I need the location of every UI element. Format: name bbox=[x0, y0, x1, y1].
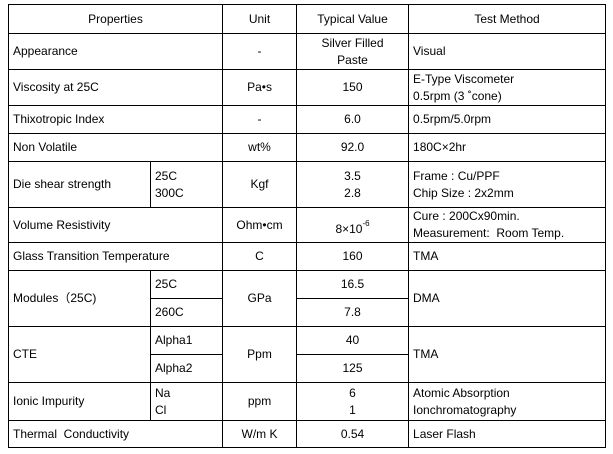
line: Ionchromatography bbox=[413, 402, 517, 417]
line: 3.5 bbox=[344, 168, 361, 183]
row: CTE Alpha1 Ppm 40 TMA bbox=[8, 326, 607, 383]
unit: Ppm bbox=[222, 326, 298, 383]
method: Laser Flash bbox=[408, 420, 607, 448]
row: Volume Resistivity Ohm•cm 8×10-6 Cure : … bbox=[7, 207, 607, 243]
line: Chip Size : 2x2mm bbox=[413, 185, 514, 200]
header-cell: Unit bbox=[222, 4, 298, 34]
property: Viscosity at 25C bbox=[7, 69, 224, 106]
row: Non Volatile wt% 92.0 180C×2hr bbox=[7, 133, 607, 162]
line: Measurement: Room Temp. bbox=[413, 226, 565, 240]
unit: ppm bbox=[222, 382, 298, 421]
unit: - bbox=[222, 105, 298, 134]
condition: Alpha2 bbox=[149, 354, 224, 383]
unit: wt% bbox=[222, 133, 298, 162]
property: Modules（25C) bbox=[8, 270, 151, 327]
unit: Kgf bbox=[222, 161, 298, 208]
condition: 25C bbox=[149, 270, 224, 299]
conditions: 25C 300C bbox=[149, 161, 224, 208]
line: Na bbox=[155, 385, 171, 400]
row: Appearance - Silver Filled Paste Visual bbox=[7, 33, 607, 70]
value: 40 bbox=[296, 326, 410, 355]
method: TMA bbox=[408, 242, 607, 271]
unit: GPa bbox=[222, 270, 298, 327]
method: Cure : 200Cx90min. Measurement: Room Temp… bbox=[408, 207, 607, 243]
line: 1 bbox=[349, 402, 356, 417]
property: CTE bbox=[8, 326, 151, 383]
method: Atomic Absorption Ionchromatography bbox=[408, 382, 607, 421]
line: Cl bbox=[155, 402, 167, 417]
exponent: -6 bbox=[362, 218, 370, 228]
header-cell: Test Method bbox=[408, 4, 607, 34]
line: E-Type Viscometer bbox=[413, 71, 515, 86]
property: Thermal Conductivity bbox=[7, 420, 224, 448]
row: Alpha2 125 bbox=[9, 354, 606, 383]
header-row: Properties Unit Typical Value Test Metho… bbox=[7, 4, 607, 34]
line: Frame : Cu/PPF bbox=[413, 168, 500, 183]
method: E-Type Viscometer 0.5rpm (3 ˚cone) bbox=[408, 69, 607, 106]
unit: W/m K bbox=[222, 420, 298, 448]
method: 0.5rpm/5.0rpm bbox=[408, 105, 607, 134]
conditions: Na Cl bbox=[149, 382, 224, 421]
method: Visual bbox=[408, 33, 607, 70]
row: Viscosity at 25C Pa•s 150 E-Type Viscome… bbox=[7, 69, 607, 106]
method: DMA bbox=[408, 270, 607, 327]
row: Glass Transition Temperature C 160 TMA bbox=[7, 242, 607, 271]
property: Thixotropic Index bbox=[7, 105, 224, 134]
method: Frame : Cu/PPF Chip Size : 2x2mm bbox=[408, 161, 607, 208]
property: Non Volatile bbox=[7, 133, 224, 162]
method: 180C×2hr bbox=[408, 133, 607, 162]
base: 8×10 bbox=[335, 221, 363, 236]
line: 6 bbox=[349, 385, 356, 400]
line: 0.5rpm (3 ˚cone) bbox=[413, 88, 502, 103]
value: 16.5 bbox=[296, 270, 410, 299]
value: Silver Filled Paste bbox=[296, 33, 410, 70]
properties-table: Properties Unit Typical Value Test Metho… bbox=[7, 4, 607, 448]
row: Thixotropic Index - 6.0 0.5rpm/5.0rpm bbox=[7, 105, 607, 134]
value: 3.5 2.8 bbox=[296, 161, 410, 208]
condition: Alpha1 bbox=[149, 326, 224, 355]
value: 8×10-6 bbox=[296, 207, 410, 243]
property: Die shear strength bbox=[8, 161, 151, 208]
value: 150 bbox=[296, 69, 410, 106]
unit: Ohm•cm bbox=[222, 207, 298, 243]
value: 7.8 bbox=[296, 298, 410, 327]
condition: 260C bbox=[149, 298, 224, 327]
row: Thermal Conductivity W/m K 0.54 Laser Fl… bbox=[7, 420, 607, 448]
value: 0.54 bbox=[296, 420, 410, 448]
row: Die shear strength 25C 300C Kgf 3.5 2.8 Fr… bbox=[8, 161, 607, 208]
line: Cure : 200Cx90min. bbox=[413, 209, 520, 223]
unit: Pa•s bbox=[222, 69, 298, 106]
property: Volume Resistivity bbox=[7, 207, 224, 243]
method: TMA bbox=[408, 326, 607, 383]
line: 2.8 bbox=[344, 185, 361, 200]
line: Silver Filled bbox=[321, 35, 384, 50]
property: Ionic Impurity bbox=[8, 382, 151, 421]
value: 160 bbox=[296, 242, 410, 271]
row: Modules（25C) 25C GPa 16.5 DMA bbox=[8, 270, 607, 327]
line: 25C bbox=[155, 168, 178, 183]
property: Glass Transition Temperature bbox=[7, 242, 224, 271]
value: 125 bbox=[296, 354, 410, 383]
line: Paste bbox=[337, 52, 368, 67]
unit: C bbox=[222, 242, 298, 271]
value: 6.0 bbox=[296, 105, 410, 134]
property: Appearance bbox=[7, 33, 224, 70]
line: 300C bbox=[155, 185, 184, 200]
header-cell: Typical Value bbox=[296, 4, 410, 34]
value: 92.0 bbox=[296, 133, 410, 162]
line: Atomic Absorption bbox=[413, 385, 510, 400]
row: 260C 7.8 bbox=[9, 298, 606, 327]
unit: - bbox=[222, 33, 298, 70]
header-cell: Properties bbox=[7, 4, 224, 34]
